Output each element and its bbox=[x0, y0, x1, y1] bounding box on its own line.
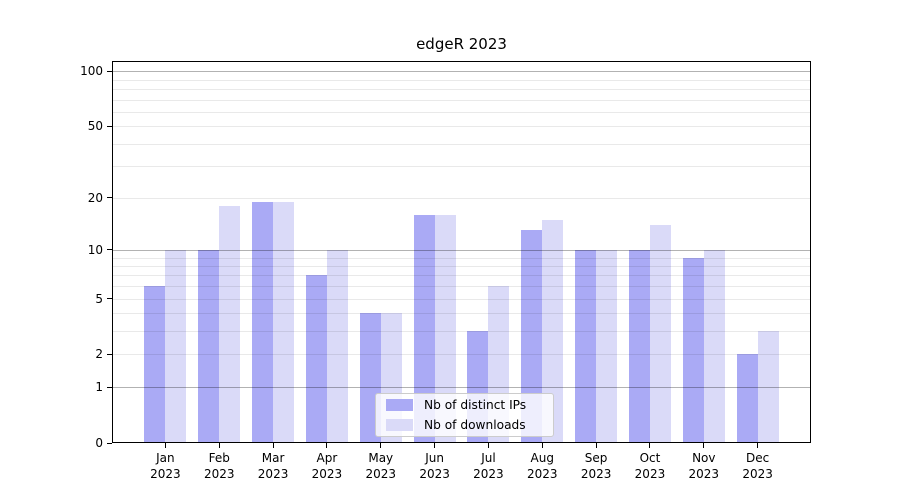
gridline-minor bbox=[113, 99, 810, 101]
legend-swatch-distinct-ips bbox=[386, 399, 413, 411]
bar-distinct-ips-apr bbox=[305, 275, 327, 443]
y-tick-label: 50 bbox=[87, 119, 103, 134]
bar-downloads-aug bbox=[542, 219, 564, 443]
bar-downloads-apr bbox=[326, 249, 348, 443]
bar-downloads-jun bbox=[434, 214, 456, 443]
y-tick bbox=[107, 353, 112, 355]
x-tick-label: Dec 2023 bbox=[742, 451, 773, 481]
x-tick-label: May 2023 bbox=[365, 451, 397, 481]
bar-downloads-sep bbox=[596, 249, 618, 443]
gridline-minor bbox=[113, 275, 810, 277]
gridline-minor bbox=[113, 331, 810, 333]
bar-distinct-ips-jun bbox=[413, 214, 435, 443]
gridline-minor bbox=[113, 354, 810, 356]
x-tick-label: Jan 2023 bbox=[150, 451, 181, 481]
y-tick-label: 2 bbox=[95, 347, 103, 362]
bar-distinct-ips-mar bbox=[252, 201, 274, 443]
plot-area: Nb of distinct IPs Nb of downloads 0 1 2 5 1… bbox=[80, 61, 811, 481]
y-tick bbox=[107, 386, 112, 388]
bar-downloads-dec bbox=[757, 331, 779, 443]
y-tick bbox=[107, 125, 112, 127]
x-tick-label: Nov 2023 bbox=[688, 451, 720, 481]
gridline-major bbox=[113, 387, 810, 389]
bar-distinct-ips-nov bbox=[682, 257, 704, 443]
y-tick bbox=[107, 442, 112, 444]
gridline-minor bbox=[113, 126, 810, 128]
bar-downloads-feb bbox=[219, 205, 241, 443]
legend-item-downloads: Nb of downloads bbox=[386, 417, 543, 433]
x-tick bbox=[380, 443, 382, 448]
x-tick bbox=[757, 443, 759, 448]
x-tick bbox=[434, 443, 436, 448]
x-tick-label: Mar 2023 bbox=[257, 451, 289, 481]
chart-title: edgeR 2023 bbox=[416, 35, 507, 53]
y-tick bbox=[107, 70, 112, 72]
legend-swatch-downloads bbox=[386, 419, 413, 431]
x-tick-label: Sep 2023 bbox=[580, 451, 612, 481]
x-tick bbox=[487, 443, 489, 448]
bar-distinct-ips-dec bbox=[736, 354, 758, 443]
y-tick-label: 10 bbox=[87, 242, 103, 257]
gridline-minor bbox=[113, 143, 810, 145]
bar-downloads-nov bbox=[703, 249, 725, 443]
x-tick bbox=[649, 443, 651, 448]
gridline-minor bbox=[113, 257, 810, 259]
gridline-minor bbox=[113, 166, 810, 168]
y-tick bbox=[107, 249, 112, 251]
gridline-minor bbox=[113, 265, 810, 267]
x-tick-label: Jul 2023 bbox=[473, 451, 504, 481]
x-tick-label: Oct 2023 bbox=[634, 451, 666, 481]
legend-label-distinct-ips: Nb of distinct IPs bbox=[424, 398, 527, 412]
legend-item-distinct-ips: Nb of distinct IPs bbox=[386, 397, 543, 413]
gridline-minor bbox=[113, 79, 810, 81]
y-tick bbox=[107, 197, 112, 199]
gridline-minor bbox=[113, 111, 810, 113]
bar-distinct-ips-feb bbox=[198, 249, 220, 443]
bar-distinct-ips-sep bbox=[575, 249, 597, 443]
bar-downloads-mar bbox=[273, 201, 295, 443]
x-tick bbox=[164, 443, 166, 448]
bar-downloads-jan bbox=[165, 249, 187, 443]
legend-label-downloads: Nb of downloads bbox=[424, 418, 526, 432]
x-axis-spine bbox=[113, 442, 810, 443]
y-tick-label: 1 bbox=[95, 380, 103, 395]
x-tick-label: Feb 2023 bbox=[203, 451, 235, 481]
x-tick bbox=[218, 443, 220, 448]
gridline-minor bbox=[113, 313, 810, 315]
bar-distinct-ips-jan bbox=[144, 286, 166, 443]
y-tick-label: 20 bbox=[87, 190, 103, 205]
bar-distinct-ips-oct bbox=[628, 249, 650, 443]
x-tick bbox=[326, 443, 328, 448]
gridline-minor bbox=[113, 298, 810, 300]
x-tick-label: Aug 2023 bbox=[526, 451, 558, 481]
x-tick bbox=[541, 443, 543, 448]
x-tick bbox=[703, 443, 705, 448]
legend: Nb of distinct IPs Nb of downloads bbox=[375, 393, 554, 437]
y-tick-label: 100 bbox=[80, 64, 103, 79]
gridline-major bbox=[113, 71, 810, 73]
y-tick-label: 0 bbox=[95, 436, 103, 450]
gridline-major bbox=[113, 249, 810, 251]
y-tick-label: 5 bbox=[95, 291, 103, 306]
x-tick-label: Jun 2023 bbox=[419, 451, 450, 481]
bar-downloads-oct bbox=[649, 224, 671, 443]
bar-distinct-ips-aug bbox=[521, 230, 543, 443]
gridline-minor bbox=[113, 88, 810, 90]
gridline-minor bbox=[113, 286, 810, 288]
x-tick-label: Apr 2023 bbox=[311, 451, 343, 481]
gridline-minor bbox=[113, 197, 810, 199]
y-tick bbox=[107, 298, 112, 300]
x-tick bbox=[595, 443, 597, 448]
x-tick bbox=[272, 443, 274, 448]
